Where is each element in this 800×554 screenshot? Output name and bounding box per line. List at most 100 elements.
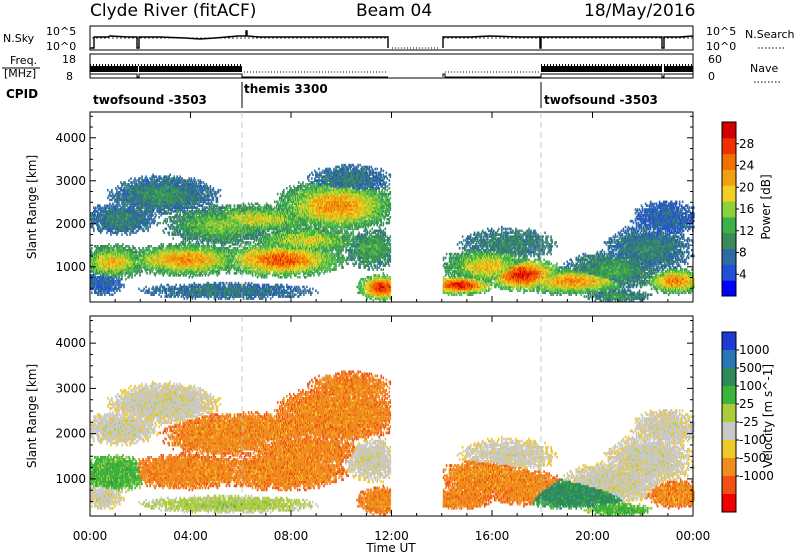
power-cell-543 [107, 258, 109, 262]
power-cell-2055 [148, 245, 150, 248]
power-cell-741 [112, 248, 114, 252]
power-cell-1684 [137, 188, 139, 192]
power-cell-19 [90, 225, 92, 229]
power-cell-1425 [130, 212, 132, 215]
power-cell-55 [92, 277, 94, 281]
power-cell-629 [109, 225, 111, 229]
power-cell-1457 [131, 227, 133, 231]
power-cell-1408 [130, 262, 132, 266]
power-cell-1327 [127, 183, 129, 186]
power-cell-234 [98, 254, 100, 258]
power-cell-1015 [119, 229, 121, 233]
power-cell-1166 [123, 216, 125, 219]
power-cell-802 [114, 274, 116, 277]
power-cell-597 [108, 216, 110, 219]
power-cell-163 [96, 270, 98, 273]
power-cell-1467 [131, 208, 133, 211]
power-cell-1312 [127, 219, 129, 223]
power-cell-185 [97, 285, 99, 289]
power-cell-668 [110, 227, 112, 231]
power-cell-1279 [126, 216, 128, 219]
power-cell-314 [100, 212, 102, 215]
power-cell-912 [116, 190, 118, 194]
power-cell-124 [94, 212, 96, 215]
power-cell-354 [102, 283, 104, 287]
power-cell-1240 [125, 225, 127, 229]
power-cell-774 [113, 258, 115, 262]
power-cell-130 [95, 283, 97, 287]
power-cell-722 [112, 293, 114, 296]
power-cell-429 [104, 272, 106, 275]
power-cell-524 [106, 206, 108, 209]
power-cell-1622 [135, 179, 137, 182]
power-cell-216 [97, 204, 99, 207]
power-cell-1336 [128, 260, 130, 264]
power-cell-851 [115, 248, 117, 252]
power-cell-456 [105, 287, 107, 291]
power-cell-1705 [138, 218, 140, 221]
power-cell-0 [90, 287, 92, 291]
power-cell-1512 [132, 188, 134, 192]
power-cell-1533 [133, 218, 135, 221]
power-cell-1111 [122, 266, 124, 269]
power-cell-925 [117, 256, 119, 260]
power-cell-464 [105, 272, 107, 275]
power-cell-1186 [124, 270, 126, 273]
power-cell-1060 [120, 210, 122, 213]
power-cell-716 [111, 206, 113, 209]
power-cell-968 [118, 260, 120, 264]
power-cell-49 [91, 214, 93, 217]
power-cell-1547 [133, 190, 135, 194]
power-cell-946 [117, 206, 119, 209]
power-cell-1252 [125, 196, 127, 200]
power-cell-1322 [127, 194, 129, 198]
power-cell-251 [99, 287, 101, 291]
power-cell-320 [101, 289, 103, 293]
power-cell-454 [104, 204, 106, 207]
power-cell-1129 [122, 218, 124, 221]
power-cell-351 [101, 208, 103, 211]
power-cell-91 [93, 229, 95, 233]
power-cell-1062 [120, 206, 122, 209]
power-cell-679 [110, 198, 112, 202]
power-cell-923 [117, 260, 119, 264]
power-cell-298 [100, 258, 102, 262]
power-cell-1668 [137, 219, 139, 223]
power-cell-115 [94, 254, 96, 258]
power-cell-857 [115, 223, 117, 227]
power-cell-1677 [137, 202, 139, 206]
power-cell-1385 [129, 221, 131, 225]
power-cell-516 [106, 223, 108, 227]
power-cell-191 [97, 272, 99, 275]
power-cell-554 [107, 223, 109, 227]
power-cell-368 [102, 256, 104, 260]
power-cell-843 [115, 264, 117, 267]
power-cell-1067 [120, 181, 122, 184]
power-cell-48 [91, 216, 93, 219]
power-cell-883 [116, 262, 118, 266]
power-cell-560 [107, 212, 109, 215]
power-cell-175 [96, 247, 98, 250]
power-cell-1082 [121, 252, 123, 256]
power-cell-424 [104, 285, 106, 289]
power-cell-1121 [122, 247, 124, 250]
power-cell-1191 [124, 260, 126, 264]
power-cell-727 [112, 277, 114, 281]
power-cell-465 [105, 270, 107, 273]
power-cell-483 [105, 218, 107, 221]
power-cell-1611 [135, 202, 137, 206]
power-cell-799 [114, 287, 116, 291]
power-cell-888 [116, 252, 118, 256]
power-cell-1290 [126, 192, 128, 196]
power-cell-257 [99, 276, 101, 279]
power-cell-35 [91, 264, 93, 267]
power-cell-1178 [123, 192, 125, 196]
power-cell-940 [117, 218, 119, 221]
power-cell-1384 [129, 223, 131, 227]
power-cell-1410 [130, 258, 132, 262]
power-cell-1527 [133, 231, 135, 235]
power-cell-1108 [122, 272, 124, 275]
power-cell-472 [105, 256, 107, 260]
power-cell-735 [112, 260, 114, 264]
power-cell-1237 [125, 231, 127, 235]
